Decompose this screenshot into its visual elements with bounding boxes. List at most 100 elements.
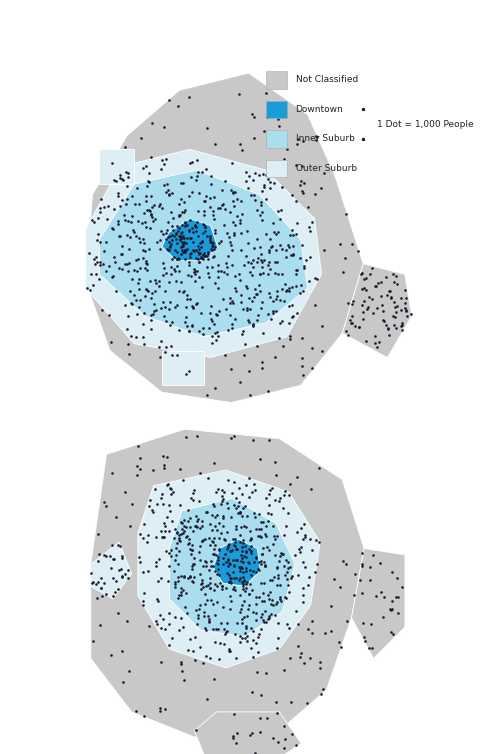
Point	[248, 642, 255, 654]
Point	[398, 323, 406, 336]
Point	[96, 548, 103, 560]
Point	[281, 591, 289, 603]
Point	[117, 230, 124, 242]
Point	[96, 256, 104, 268]
Point	[193, 265, 201, 277]
Point	[187, 492, 194, 504]
Point	[232, 543, 240, 555]
Point	[247, 532, 255, 544]
Point	[235, 482, 243, 494]
Point	[362, 336, 370, 348]
Point	[203, 262, 210, 274]
Point	[225, 557, 233, 569]
Point	[200, 559, 207, 572]
Point	[227, 432, 235, 444]
Point	[187, 570, 194, 582]
Point	[149, 215, 157, 227]
Point	[182, 531, 190, 543]
Point	[204, 611, 212, 623]
Point	[159, 531, 167, 543]
Point	[355, 321, 363, 333]
Point	[287, 478, 294, 490]
Point	[195, 248, 203, 260]
Point	[269, 732, 276, 744]
Point	[239, 562, 246, 574]
Point	[292, 738, 300, 750]
Point	[237, 296, 245, 308]
Point	[237, 555, 245, 567]
Point	[292, 159, 300, 171]
Point	[205, 615, 213, 627]
Point	[161, 520, 169, 532]
Point	[211, 608, 219, 621]
Point	[252, 608, 260, 620]
Point	[285, 622, 292, 634]
Point	[247, 622, 255, 634]
Point	[210, 250, 218, 262]
Text: KITCHENER: KITCHENER	[168, 453, 248, 466]
Point	[297, 646, 305, 658]
Point	[372, 330, 379, 342]
Point	[132, 705, 140, 717]
Point	[99, 258, 107, 270]
Point	[100, 201, 108, 213]
Point	[253, 204, 261, 216]
Point	[311, 272, 319, 284]
Point	[242, 551, 250, 563]
Point	[111, 256, 119, 268]
Point	[311, 299, 319, 311]
Point	[165, 618, 172, 630]
Point	[160, 516, 168, 529]
Point	[120, 209, 128, 221]
Point	[285, 489, 293, 501]
Point	[286, 228, 294, 241]
Point	[211, 277, 219, 290]
Point	[96, 202, 104, 214]
Point	[186, 511, 194, 523]
Point	[312, 134, 320, 146]
Point	[212, 138, 219, 150]
Point	[235, 88, 243, 100]
Point	[259, 516, 267, 529]
Point	[140, 338, 147, 350]
Point	[207, 312, 215, 324]
Point	[226, 603, 234, 615]
Point	[201, 225, 208, 237]
Point	[186, 633, 193, 645]
Point	[243, 225, 251, 237]
Point	[197, 599, 204, 611]
Point	[128, 273, 136, 285]
Point	[247, 526, 254, 538]
Point	[258, 548, 266, 560]
Point	[342, 253, 349, 265]
Point	[188, 156, 196, 168]
Point	[192, 724, 200, 736]
Point	[389, 566, 396, 578]
Point	[175, 324, 182, 336]
Point	[306, 652, 314, 664]
Point	[224, 250, 231, 262]
Point	[124, 310, 132, 322]
Point	[199, 321, 206, 333]
Point	[162, 233, 169, 245]
Point	[269, 599, 277, 611]
Point	[238, 617, 246, 629]
Point	[218, 583, 226, 595]
Point	[168, 483, 175, 495]
Point	[288, 311, 295, 323]
Point	[274, 579, 281, 591]
Point	[300, 177, 308, 189]
Point	[273, 596, 280, 608]
Point	[180, 571, 188, 583]
Point	[394, 572, 401, 584]
Point	[358, 268, 365, 280]
Point	[199, 253, 207, 265]
Point	[218, 199, 226, 211]
Point	[103, 500, 110, 512]
Point	[154, 575, 161, 587]
FancyBboxPatch shape	[266, 130, 287, 148]
Point	[276, 550, 283, 562]
Point	[284, 507, 291, 519]
Point	[205, 271, 213, 283]
Point	[238, 599, 246, 611]
